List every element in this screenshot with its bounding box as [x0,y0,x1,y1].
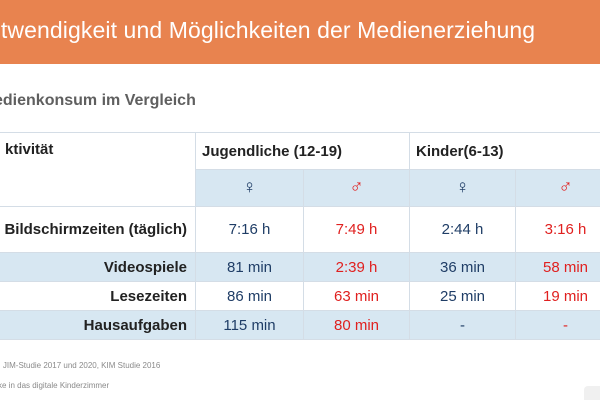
row-label: Lesezeiten [0,281,196,311]
table-row: Hausaufgaben 115 min 80 min - - [0,310,600,340]
table-row: Lesezeiten 86 min 63 min 25 min 19 min [0,281,600,311]
value-jugendliche-male: 7:49 h [302,206,411,253]
value-kinder-female: - [409,310,517,340]
value-jugendliche-female: 86 min [195,281,304,311]
value-kinder-male: 3:16 h [515,206,600,253]
header-bar: otwendigkeit und Möglichkeiten der Medie… [0,0,600,64]
male-symbol-jugendliche: ♂ [302,169,411,207]
gender-symbol-row: ♀ ♂ ♀ ♂ [0,169,600,207]
row-label: Hausaufgaben [0,310,196,340]
value-jugendliche-male: 63 min [302,281,411,311]
table-row: Bildschirmzeiten (täglich) 7:16 h 7:49 h… [0,206,600,253]
source-footnote: e: JIM-Studie 2017 und 2020, KIM Studie … [0,361,161,370]
value-jugendliche-female: 115 min [195,310,304,340]
female-symbol-kinder: ♀ [409,169,517,207]
group-kinder: Kinder(6-13) [409,132,600,170]
section-subtitle: edienkonsum im Vergleich [0,92,196,109]
group-jugendliche: Jugendliche (12-19) [194,132,411,170]
row-label: Videospiele [0,252,196,282]
value-jugendliche-male: 80 min [302,310,411,340]
male-symbol-kinder: ♂ [515,169,600,207]
table-row: Videospiele 81 min 2:39 h 36 min 58 min [0,252,600,282]
group-header-row: ktivität Jugendliche (12-19) Kinder(6-13… [0,132,600,207]
value-jugendliche-female: 7:16 h [195,206,304,253]
watermark-icon [584,386,600,400]
row-label: Bildschirmzeiten (täglich) [0,206,196,253]
value-kinder-female: 25 min [409,281,517,311]
value-jugendliche-female: 81 min [195,252,304,282]
value-jugendliche-male: 2:39 h [302,252,411,282]
page-title: otwendigkeit und Möglichkeiten der Medie… [0,17,536,43]
note-footnote: cke in das digitale Kinderzimmer [0,381,110,390]
female-symbol-jugendliche: ♀ [195,169,304,207]
value-kinder-male: - [515,310,600,340]
value-kinder-female: 2:44 h [409,206,517,253]
comparison-table: ktivität Jugendliche (12-19) Kinder(6-13… [0,132,600,340]
value-kinder-male: 58 min [515,252,600,282]
value-kinder-female: 36 min [409,252,517,282]
activity-header: ktivität [0,132,196,207]
value-kinder-male: 19 min [515,281,600,311]
